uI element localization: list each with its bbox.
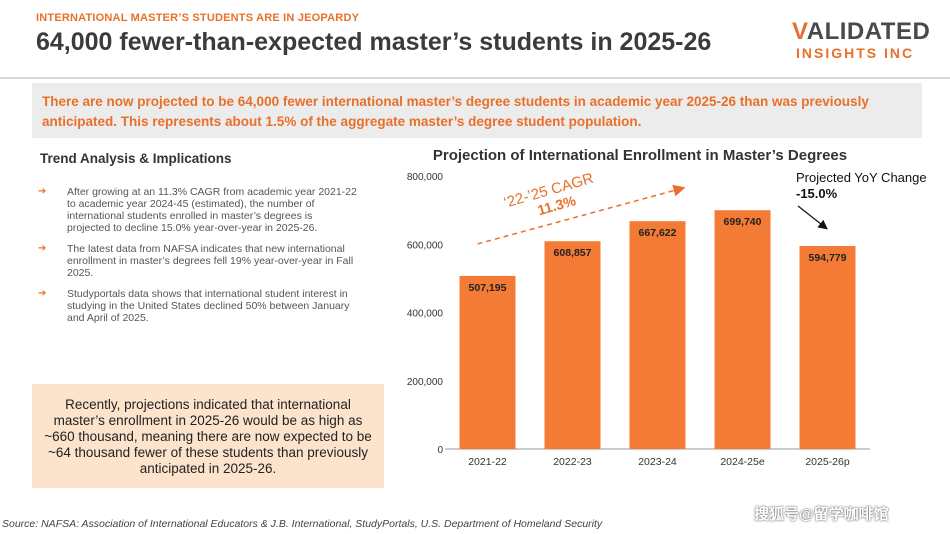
page-title: 64,000 fewer-than-expected master’s stud… xyxy=(36,28,712,56)
chart-title: Projection of International Enrollment i… xyxy=(433,147,847,164)
bar-2025-26p xyxy=(799,246,856,449)
arrow-right-icon: ➔ xyxy=(38,186,47,197)
x-tick-label: 2023-24 xyxy=(638,456,677,468)
x-tick-label: 2022-23 xyxy=(553,456,592,468)
x-tick-label: 2024-25e xyxy=(720,456,765,468)
yoy-arrow xyxy=(797,205,828,230)
y-tick-label: 800,000 xyxy=(407,172,444,183)
bar-2021-22 xyxy=(459,275,516,449)
callout-box: Recently, projections indicated that int… xyxy=(32,384,384,488)
y-tick-label: 600,000 xyxy=(407,240,444,251)
trend-bullets: ➔ After growing at an 11.3% CAGR from aca… xyxy=(38,186,358,333)
x-tick-label: 2025-26p xyxy=(805,456,850,468)
bar-2023-24 xyxy=(629,221,686,449)
logo: VALIDATED INSIGHTS INC xyxy=(792,18,932,68)
bar-value-label: 699,740 xyxy=(724,216,762,228)
watermark: 搜狐号@留学咖啡馆 xyxy=(754,506,889,523)
bullet-item: ➔ Studyportals data shows that internatio… xyxy=(38,288,350,324)
bar-value-label: 507,195 xyxy=(469,282,507,294)
yoy-value: -15.0% xyxy=(796,186,838,201)
yoy-label: Projected YoY Change xyxy=(796,170,927,185)
x-tick-label: 2021-22 xyxy=(468,456,507,468)
logo-line1: VALIDATED xyxy=(792,18,931,45)
bullet-item: ➔ The latest data from NAFSA indicates th… xyxy=(38,243,354,279)
bar-2024-25e xyxy=(714,210,771,449)
y-tick-label: 200,000 xyxy=(407,377,444,388)
logo-line2: INSIGHTS INC xyxy=(796,45,915,61)
enrollment-chart: Projection of International Enrollment i… xyxy=(407,147,927,468)
arrow-right-icon: ➔ xyxy=(38,288,47,299)
summary-banner: There are now projected to be 64,000 few… xyxy=(32,83,922,138)
trend-title: Trend Analysis & Implications xyxy=(40,151,232,166)
arrow-right-icon: ➔ xyxy=(38,243,47,254)
y-tick-label: 0 xyxy=(437,445,443,456)
source-note: Source: NAFSA: Association of Internatio… xyxy=(2,518,603,530)
kicker: INTERNATIONAL MASTER’S STUDENTS ARE IN J… xyxy=(36,12,360,24)
header-divider xyxy=(0,77,950,79)
bar-value-label: 667,622 xyxy=(639,227,677,239)
bar-2022-23 xyxy=(544,241,601,449)
y-tick-label: 400,000 xyxy=(407,309,444,320)
bullet-item: ➔ After growing at an 11.3% CAGR from aca… xyxy=(38,186,357,234)
bar-value-label: 594,779 xyxy=(809,252,847,264)
bar-value-label: 608,857 xyxy=(554,247,592,259)
